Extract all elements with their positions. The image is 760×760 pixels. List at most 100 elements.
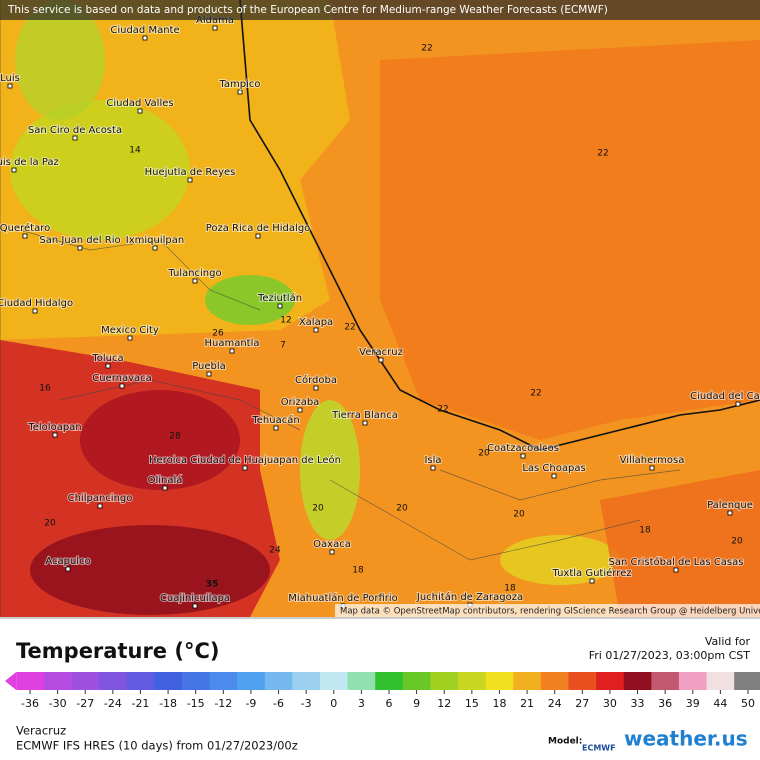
colorbar-tick-label: -9 bbox=[245, 697, 256, 710]
city-label: Orizaba bbox=[281, 397, 320, 408]
city-marker bbox=[551, 473, 557, 479]
colorbar-tick-label: 0 bbox=[330, 697, 337, 710]
city-label: Tehuacán bbox=[251, 414, 299, 426]
city-marker bbox=[137, 108, 143, 114]
contour-label: 18 bbox=[639, 526, 651, 536]
colorbar-arrow bbox=[5, 672, 17, 690]
colorbar-swatch bbox=[264, 672, 293, 690]
city-marker bbox=[673, 567, 679, 573]
city-marker bbox=[297, 407, 303, 413]
contour-label: 20 bbox=[396, 504, 408, 514]
colorbar-swatch bbox=[154, 672, 183, 690]
contour-label: 26 bbox=[212, 329, 224, 339]
colorbar-tick-label: 39 bbox=[686, 697, 700, 710]
colorbar-tick-label: 21 bbox=[520, 697, 534, 710]
city-label: Ciudad Valles bbox=[106, 98, 173, 109]
colorbar-tick-label: -27 bbox=[76, 697, 94, 710]
colorbar-swatch bbox=[734, 672, 760, 690]
city-marker bbox=[127, 335, 133, 341]
city-marker bbox=[727, 510, 733, 516]
colorbar-tick-label: -3 bbox=[301, 697, 312, 710]
colorbar-tick-label: 33 bbox=[631, 697, 645, 710]
contour-label: 20 bbox=[513, 510, 525, 520]
colorbar-tick-label: -36 bbox=[21, 697, 39, 710]
colorbar-tick-label: -21 bbox=[131, 697, 149, 710]
city-label: San Luis de la Paz bbox=[0, 157, 59, 168]
colorbar-tick-label: 3 bbox=[358, 697, 365, 710]
city-label: Puebla bbox=[192, 361, 226, 372]
city-marker bbox=[206, 371, 212, 377]
colorbar-tick-label: 36 bbox=[658, 697, 672, 710]
city-label: Miahuatlán de Porfirio bbox=[288, 592, 398, 604]
banner: This service is based on data and produc… bbox=[7, 4, 608, 16]
attribution-bg bbox=[335, 604, 760, 617]
city-label: Poza Rica de Hidalgo bbox=[206, 223, 311, 234]
contour-labels: 22 22 22 22 22 20 20 20 20 20 20 18 18 18 14 12 7 24 26 28 3… bbox=[39, 44, 743, 594]
city-marker bbox=[277, 303, 283, 309]
map bbox=[0, 0, 760, 617]
colorbar-tick-label: -12 bbox=[214, 697, 232, 710]
city-label: Juchitán de Zaragoza bbox=[416, 591, 523, 603]
contour-label: 22 bbox=[437, 405, 448, 415]
model-logo: ECMWF bbox=[582, 744, 616, 753]
colorbar-swatch bbox=[623, 672, 652, 690]
city-label: Heroica Ciudad de Huajuapan de León bbox=[149, 454, 341, 466]
colorbar-swatch bbox=[568, 672, 597, 690]
valid-label: Valid for bbox=[705, 635, 751, 648]
city-marker bbox=[362, 420, 368, 426]
city-marker bbox=[97, 503, 103, 509]
city-label: Tulancingo bbox=[167, 268, 221, 279]
contour-label: 24 bbox=[269, 546, 281, 556]
colorbar-swatch bbox=[181, 672, 210, 690]
colorbar-swatch bbox=[237, 672, 266, 690]
city-label: Xalapa bbox=[299, 317, 333, 328]
colorbar-tick-label: 12 bbox=[437, 697, 451, 710]
city-label: San Cristóbal de Las Casas bbox=[609, 556, 744, 568]
city-marker bbox=[313, 327, 319, 333]
city-marker bbox=[378, 357, 384, 363]
city-label: Villahermosa bbox=[620, 455, 685, 466]
city-label: Palenque bbox=[707, 500, 753, 511]
colorbar-swatch bbox=[292, 672, 321, 690]
colorbar-swatch bbox=[458, 672, 487, 690]
city-marker bbox=[187, 177, 193, 183]
city-label: Acapulco bbox=[45, 556, 90, 567]
city-label: Tampico bbox=[218, 79, 260, 90]
contour-label: 22 bbox=[597, 149, 608, 159]
contour-label: 20 bbox=[44, 519, 56, 529]
colorbar-tick-label: 50 bbox=[741, 697, 755, 710]
colorbar-swatch bbox=[347, 672, 376, 690]
city-label: Oaxaca bbox=[313, 539, 351, 550]
colorbar-swatch bbox=[651, 672, 680, 690]
colorbar-swatch bbox=[513, 672, 542, 690]
city-label: Cuernavaca bbox=[92, 373, 152, 384]
colorbar-swatch bbox=[71, 672, 100, 690]
city-marker bbox=[162, 485, 168, 491]
colorbar-swatch bbox=[402, 672, 431, 690]
city-marker bbox=[142, 35, 148, 41]
city-label: Cuajinicuilapa bbox=[160, 593, 230, 604]
city-label: Ixmiquilpan bbox=[126, 235, 184, 246]
region: Veracruz bbox=[16, 724, 66, 738]
colorbar-tick-label: 27 bbox=[575, 697, 589, 710]
city-marker bbox=[192, 603, 198, 609]
colorbar-swatch bbox=[596, 672, 625, 690]
contour-label: 20 bbox=[731, 537, 743, 547]
contour-label: 12 bbox=[280, 316, 291, 326]
city-label: Córdoba bbox=[295, 374, 337, 386]
colorbar-swatch bbox=[430, 672, 459, 690]
model-run: ECMWF IFS HRES (10 days) from 01/27/2023… bbox=[16, 739, 298, 753]
city-marker bbox=[255, 233, 261, 239]
colorbar-tick-label: 44 bbox=[713, 697, 727, 710]
attribution: Map data © OpenStreetMap contributors, r… bbox=[340, 607, 760, 617]
colorbar-tick-label: 18 bbox=[492, 697, 506, 710]
contour-label: 28 bbox=[169, 432, 181, 442]
city-marker bbox=[52, 432, 58, 438]
city-marker bbox=[520, 453, 526, 459]
city-label: Teziutlán bbox=[257, 292, 302, 304]
city-label: Teloloapan bbox=[27, 422, 81, 433]
colorbar-tick-label: -6 bbox=[273, 697, 284, 710]
valid-time: Fri 01/27/2023, 03:00pm CST bbox=[589, 649, 751, 662]
